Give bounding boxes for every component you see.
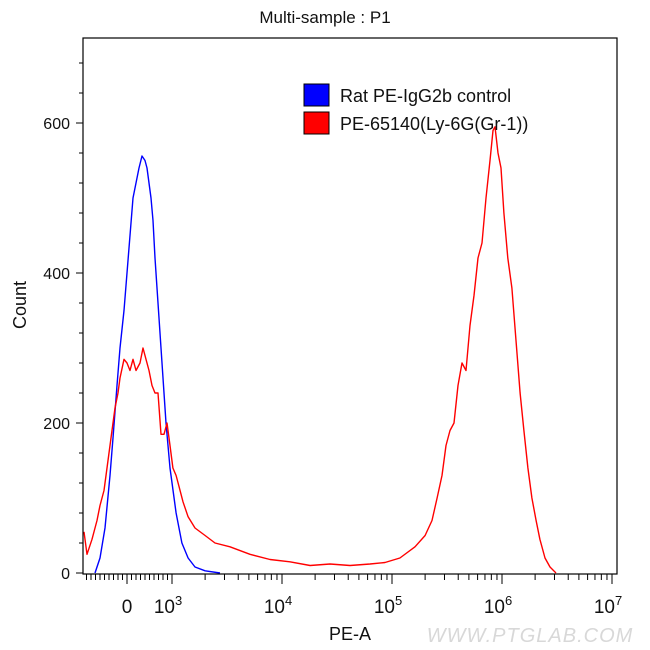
x-tick-exponent: 3 bbox=[175, 593, 182, 608]
chart-title: Multi-sample : P1 bbox=[259, 8, 390, 27]
x-tick-base: 10 bbox=[374, 597, 395, 618]
y-tick-label: 200 bbox=[43, 416, 70, 433]
x-tick-label: 104 bbox=[264, 593, 292, 618]
y-tick-label: 0 bbox=[61, 566, 70, 583]
x-axis-label: PE-A bbox=[329, 624, 371, 644]
x-tick-exponent: 5 bbox=[395, 593, 402, 608]
series-line-1 bbox=[94, 155, 221, 574]
plot-frame bbox=[82, 37, 618, 575]
legend-label: PE-65140(Ly-6G(Gr-1)) bbox=[340, 114, 528, 134]
legend-label: Rat PE-IgG2b control bbox=[340, 86, 511, 106]
x-tick-base: 10 bbox=[484, 597, 505, 618]
y-tick-label: 600 bbox=[43, 116, 70, 133]
legend-swatch bbox=[303, 83, 330, 107]
y-axis-label: Count bbox=[10, 281, 30, 329]
x-tick-base: 10 bbox=[594, 597, 615, 618]
series-line-2 bbox=[83, 126, 557, 574]
x-tick-base: 10 bbox=[154, 597, 175, 618]
x-tick-label: 106 bbox=[484, 593, 512, 618]
x-tick-label: 103 bbox=[154, 593, 182, 618]
x-tick-label: 105 bbox=[374, 593, 402, 618]
x-tick-base: 10 bbox=[264, 597, 285, 618]
y-tick-label: 400 bbox=[43, 266, 70, 283]
x-tick-base: 0 bbox=[122, 597, 133, 618]
legend-swatch bbox=[303, 111, 330, 135]
x-tick-exponent: 7 bbox=[615, 593, 622, 608]
x-tick-exponent: 6 bbox=[505, 593, 512, 608]
legend: Rat PE-IgG2b control PE-65140(Ly-6G(Gr-1)… bbox=[303, 83, 528, 135]
x-tick-label: 107 bbox=[594, 593, 622, 618]
x-tick-label: 0 bbox=[122, 597, 133, 618]
x-tick-exponent: 4 bbox=[285, 593, 292, 608]
watermark: WWW.PTGLAB.COM bbox=[427, 625, 634, 647]
